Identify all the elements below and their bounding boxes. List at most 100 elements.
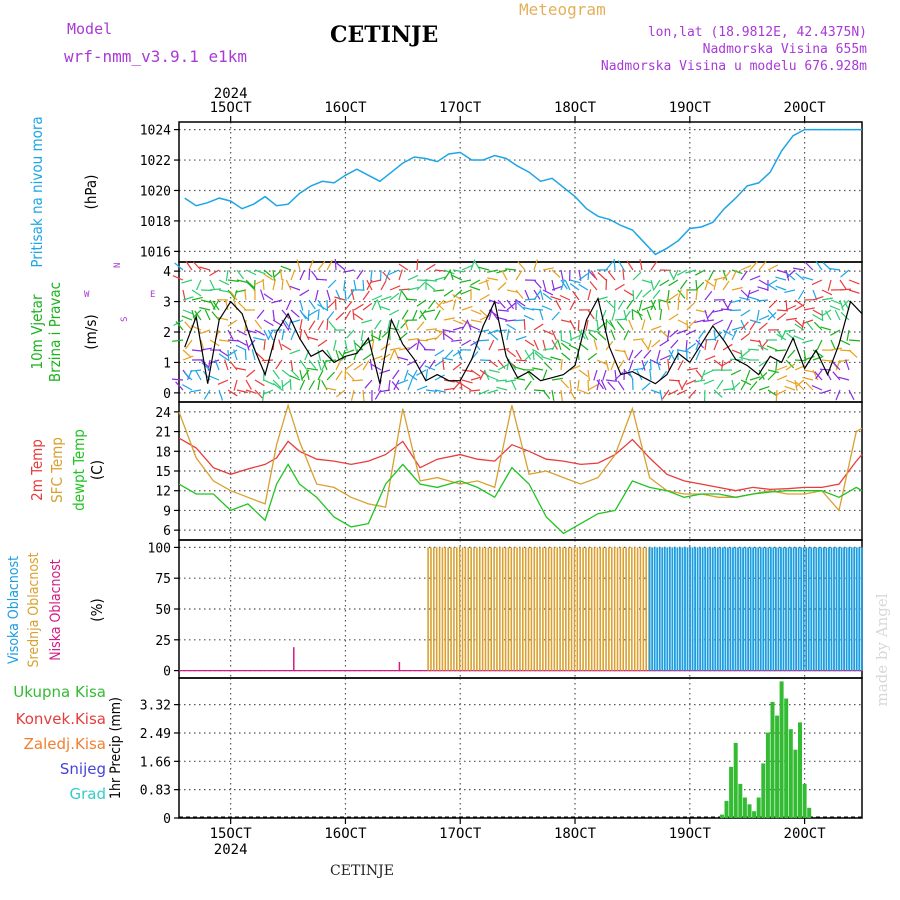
wind-barb — [344, 301, 353, 311]
wind-barb — [713, 276, 725, 281]
wind-barb — [208, 359, 220, 365]
wind-barb — [730, 299, 742, 304]
wind-barb — [578, 273, 589, 281]
wind-barb — [443, 329, 455, 333]
wind-barb — [747, 348, 760, 351]
wind-barb — [300, 311, 310, 321]
pressure-ytick-label: 1020 — [140, 184, 171, 199]
wind-barb — [560, 319, 572, 323]
wind-barb — [767, 369, 779, 374]
wind-barb — [473, 260, 481, 271]
precip-bar — [761, 763, 766, 818]
wind-barb — [785, 269, 790, 281]
wind-barb — [497, 309, 509, 312]
wind-barb — [767, 309, 776, 319]
wind-barb — [722, 280, 730, 291]
wind-barb — [758, 279, 769, 287]
wind-barb — [362, 353, 373, 361]
wind-barb — [564, 279, 571, 291]
wind-barb — [667, 289, 670, 301]
wind-barb — [685, 269, 697, 274]
wind-barb — [182, 296, 194, 301]
wind-barb — [794, 303, 805, 311]
wind-barb — [610, 329, 616, 341]
wind-barb — [662, 389, 670, 400]
wind-barb — [398, 263, 409, 271]
wind-barb — [262, 278, 265, 291]
wind-barb — [317, 260, 326, 271]
wind-barb — [587, 289, 592, 301]
wind-barb — [317, 339, 328, 347]
wind-barb — [328, 321, 337, 331]
wind-barb — [485, 279, 490, 291]
wind-barb — [469, 389, 481, 392]
wind-barb — [461, 369, 473, 373]
wind-barb — [704, 309, 709, 321]
wind-barb — [578, 369, 589, 377]
wind-barb — [650, 325, 662, 331]
wind-barb — [613, 299, 616, 312]
wind-barb — [290, 269, 296, 281]
wind-barb — [617, 260, 625, 271]
wind-barb — [617, 380, 625, 391]
wind-barb — [419, 359, 427, 370]
wind-barb — [659, 309, 663, 321]
wind-barb — [649, 369, 652, 381]
wind-barb — [542, 292, 553, 301]
wind-barb — [327, 279, 337, 289]
wind-barb — [589, 281, 598, 291]
wind-barb — [236, 339, 247, 346]
wind-barb — [338, 350, 346, 361]
wind-barb — [740, 349, 743, 361]
wind-barb — [278, 339, 283, 351]
wind-barb — [588, 332, 598, 341]
wind-barb — [623, 310, 631, 321]
pressure-panel-frame — [178, 121, 863, 263]
wind-barb — [677, 269, 688, 276]
wind-barb — [829, 267, 841, 271]
wind-barb — [275, 359, 283, 370]
wind-barb — [434, 276, 446, 281]
wind-barb — [539, 289, 544, 301]
wind-barb — [596, 359, 608, 365]
wind-barb — [416, 299, 427, 307]
xtick-label-top: 16OCT — [324, 100, 367, 116]
wind-barb — [741, 349, 751, 358]
wind-barb — [838, 376, 850, 381]
wind-barb — [542, 389, 551, 400]
wind-barb — [686, 342, 697, 351]
wind-barb — [388, 379, 391, 391]
wind-barb — [416, 385, 428, 391]
wind-barb — [587, 309, 595, 320]
wind-barb — [457, 349, 463, 361]
wind-barb — [299, 289, 310, 297]
wind-barb — [200, 347, 212, 351]
wind-barb — [775, 359, 778, 371]
wind-barb — [335, 359, 342, 371]
wind-barb — [641, 319, 646, 331]
compass-e: E — [150, 290, 155, 300]
wind-barb — [569, 279, 581, 284]
wind-barb — [513, 319, 526, 322]
temp-axis-unit: (C) — [88, 460, 106, 480]
wind-barb — [236, 329, 247, 336]
wind-barb — [729, 309, 742, 312]
wind-ytick-label: 0 — [163, 387, 171, 402]
wind-barb — [317, 379, 321, 391]
wind-barb — [452, 326, 464, 331]
wind-barb — [244, 289, 247, 301]
wind-barb — [641, 359, 646, 371]
wind-barb — [627, 369, 634, 381]
wind-barb — [325, 387, 337, 391]
wind-barb — [506, 299, 515, 310]
wind-barb — [804, 381, 814, 391]
wind-barb — [821, 289, 833, 296]
wind-barb — [442, 357, 454, 361]
wind-barb — [840, 269, 850, 278]
wind-barb — [533, 279, 542, 289]
wind-barb — [212, 299, 220, 310]
precip-bar — [779, 681, 784, 818]
wind-barb — [272, 369, 280, 380]
wind-barb — [353, 349, 359, 361]
wind-barb — [325, 359, 337, 362]
